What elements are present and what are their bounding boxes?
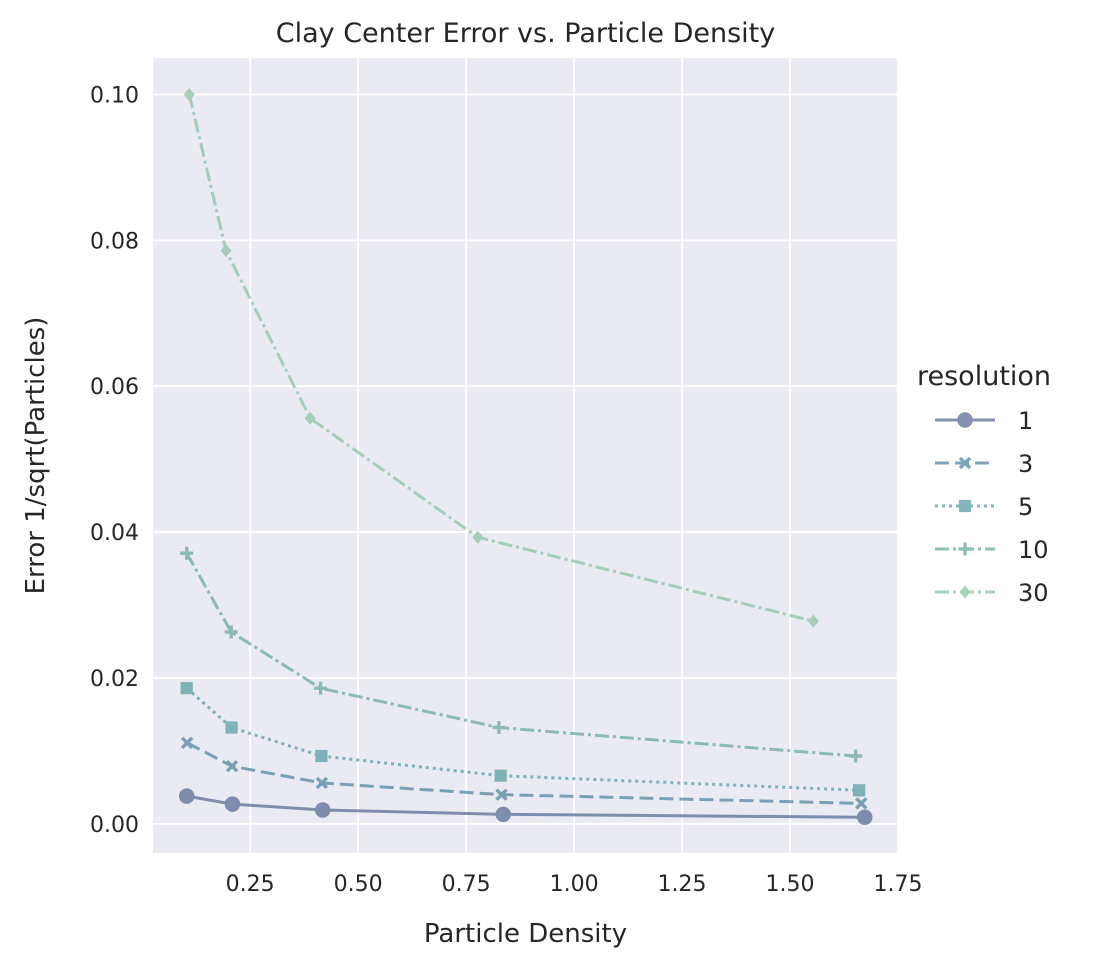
data-point — [315, 749, 328, 763]
series-layer — [178, 87, 873, 826]
legend: resolution 1 3 5 10 30 — [917, 361, 1051, 607]
data-point — [807, 614, 819, 628]
data-point — [315, 776, 329, 790]
legend-label: 10 — [1018, 536, 1049, 564]
legend-item — [935, 412, 995, 428]
data-point — [856, 809, 873, 826]
data-point — [495, 788, 508, 801]
data-point — [220, 244, 232, 258]
data-point — [849, 749, 863, 763]
y-tick-label: 0.02 — [90, 667, 139, 692]
y-tick-label: 0.04 — [90, 521, 139, 546]
y-axis-label: Error 1/sqrt(Particles) — [21, 317, 51, 595]
data-point — [180, 546, 194, 560]
data-point — [314, 681, 328, 695]
data-point — [853, 784, 866, 797]
x-tick-label: 0.25 — [226, 872, 275, 897]
data-point — [180, 682, 193, 695]
x-tick-label: 1.75 — [874, 872, 923, 897]
legend-item — [935, 499, 995, 513]
x-axis-label: Particle Density — [424, 919, 627, 949]
legend-marker — [958, 456, 972, 470]
data-point — [304, 411, 316, 425]
data-point — [180, 736, 194, 750]
data-point — [494, 769, 507, 782]
legend-label: 3 — [1018, 450, 1033, 478]
x-tick-label: 0.50 — [334, 872, 383, 897]
chart-title: Clay Center Error vs. Particle Density — [276, 18, 776, 49]
series-line-10 — [185, 552, 856, 758]
data-point — [224, 625, 238, 639]
series-30 — [183, 87, 819, 628]
legend-item — [935, 542, 995, 556]
y-tick-label: 0.00 — [90, 813, 139, 838]
data-point — [472, 530, 484, 544]
y-tick-label: 0.10 — [90, 83, 139, 108]
x-tick-label: 1.50 — [766, 872, 815, 897]
y-tick-label: 0.08 — [90, 229, 139, 254]
legend-marker — [958, 542, 972, 556]
plot-area — [153, 58, 898, 853]
legend-item — [935, 456, 995, 470]
legend-marker — [958, 499, 972, 513]
legend-label: 5 — [1018, 493, 1033, 521]
data-point — [492, 721, 506, 735]
series-line-30 — [187, 94, 814, 623]
series-3 — [180, 736, 868, 810]
legend-title: resolution — [917, 361, 1051, 392]
data-point — [495, 806, 512, 823]
data-point — [225, 760, 239, 773]
legend-marker — [957, 412, 973, 428]
tick-labels: 0.25 0.50 0.75 1.00 1.25 1.50 1.75 0.00 0.02 0.04… — [90, 83, 922, 897]
grid — [153, 58, 899, 853]
legend-label: 30 — [1018, 579, 1049, 607]
series-1 — [178, 788, 873, 826]
x-tick-label: 1.25 — [658, 872, 707, 897]
data-point — [855, 797, 868, 810]
data-point — [183, 87, 195, 101]
legend-marker — [959, 585, 971, 599]
x-tick-label: 1.00 — [550, 872, 599, 897]
data-point — [224, 796, 241, 812]
y-tick-label: 0.06 — [90, 375, 139, 400]
legend-item — [935, 585, 995, 599]
data-point — [225, 721, 238, 734]
series-5 — [180, 682, 866, 797]
x-tick-label: 0.75 — [442, 872, 491, 897]
data-point — [314, 802, 331, 818]
data-point — [178, 788, 195, 804]
series-10 — [180, 546, 863, 763]
legend-label: 1 — [1018, 407, 1033, 435]
